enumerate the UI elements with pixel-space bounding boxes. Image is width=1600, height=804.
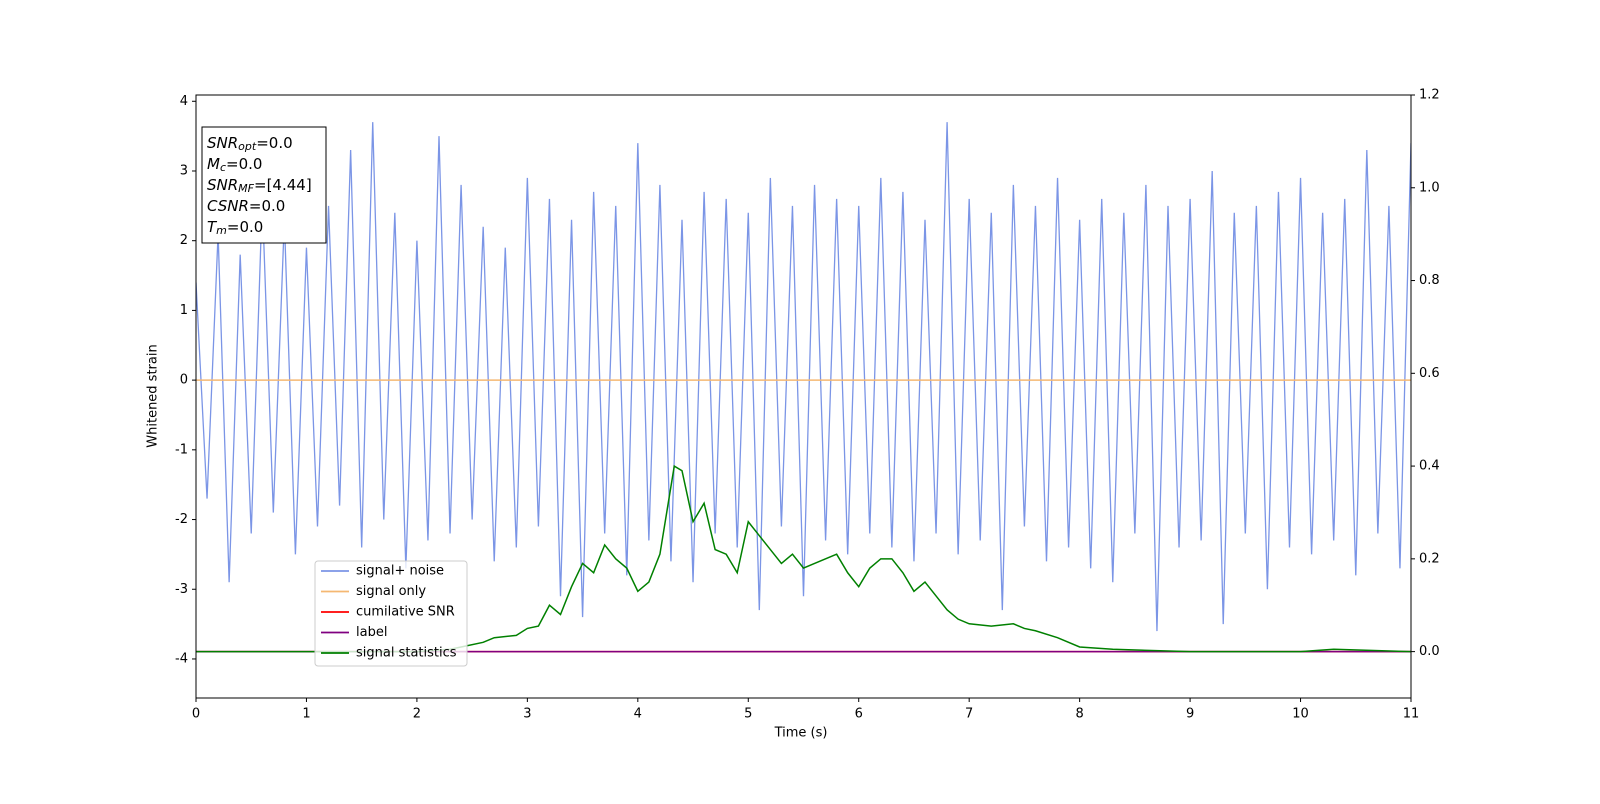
y2-tick-label: 1.0 [1419,180,1440,195]
y-tick-label: 4 [180,94,188,109]
annotation-line: Tm=0.0 [207,218,263,238]
x-tick-label: 5 [744,707,752,722]
x-axis-label: Time (s) [774,726,828,741]
plot-frame [195,94,1412,699]
y2-tick-label: 1.2 [1419,88,1440,103]
annotation-subscript: m [216,224,227,237]
annotation-subscript: c [220,161,226,174]
y-tick-label: 3 [180,163,188,178]
y2-tick-label: 0.8 [1419,273,1440,288]
y-tick-label: 2 [180,233,188,248]
x-tick-label: 8 [1075,707,1083,722]
y-axis-label: Whitened strain [146,344,161,447]
legend-label: signal+ noise [356,564,444,579]
annotation-subscript: MF [238,182,254,195]
annotation-subscript: opt [238,140,257,153]
x-tick-label: 11 [1403,707,1420,722]
y-tick-label: 1 [180,303,188,318]
y2-tick-label: 0.6 [1419,366,1440,381]
y-tick-label: -4 [175,651,188,666]
x-tick-label: 7 [965,707,973,722]
legend-label: signal statistics [356,646,457,661]
annotation-value: =0.0 [227,218,263,236]
y-tick-label: -2 [175,512,188,527]
x-tick-label: 4 [634,707,642,722]
annotation-value: =0.0 [249,197,285,215]
y-tick-label: -1 [175,442,188,457]
annotation-symbol: SNR [207,134,238,152]
y-tick-label: -3 [175,582,188,597]
x-tick-label: 3 [523,707,531,722]
legend-label: label [356,625,387,640]
y2-tick-label: 0.4 [1419,459,1440,474]
y-tick-label: 0 [180,373,188,388]
annotation-value: =[4.44] [254,176,312,194]
annotation-line: Mc=0.0 [207,155,262,175]
series-line [196,122,1411,632]
x-tick-label: 6 [855,707,863,722]
annotation-value: =0.0 [226,155,262,173]
annotation-line: CSNR=0.0 [207,197,285,215]
x-tick-label: 10 [1292,707,1309,722]
x-tick-label: 0 [192,707,200,722]
x-tick-label: 2 [413,707,421,722]
annotation-symbol: CSNR [207,197,249,215]
annotation-box [201,126,327,244]
x-tick-label: 1 [302,707,310,722]
annotation-symbol: SNR [207,176,238,194]
legend-label: signal only [356,584,426,599]
x-tick-label: 9 [1186,707,1194,722]
annotation-symbol: M [207,155,220,173]
series-line [196,464,1411,653]
y2-tick-label: 0.2 [1419,551,1440,566]
annotation-symbol: T [207,218,218,236]
legend-label: cumilative SNR [356,605,455,620]
annotation-line: SNRMF=[4.44] [207,176,312,196]
annotation-line: SNRopt=0.0 [207,134,293,154]
legend-box [314,560,468,667]
annotation-value: =0.0 [256,134,292,152]
y2-tick-label: 0.0 [1419,644,1440,659]
